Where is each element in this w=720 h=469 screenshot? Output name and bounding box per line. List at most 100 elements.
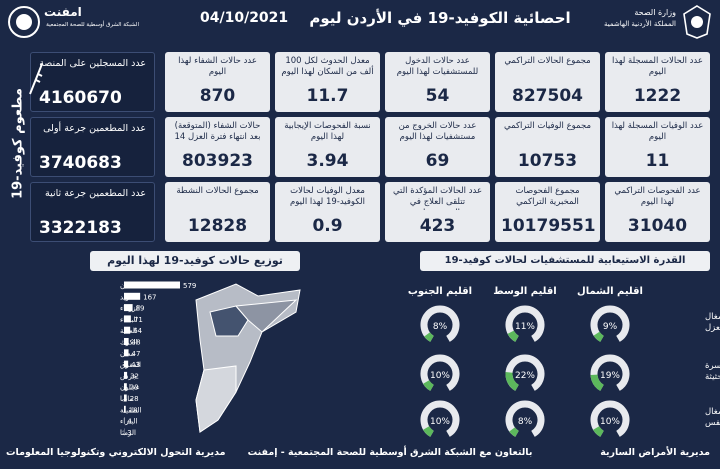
bar xyxy=(124,326,131,334)
stat-value: 10753 xyxy=(517,151,578,171)
gauge-fill xyxy=(505,371,520,391)
value-label: 89 xyxy=(136,305,145,313)
stat-value: 31040 xyxy=(627,216,688,236)
gauge-label: 8% xyxy=(433,322,448,332)
stat-card: مجموع الفحوصات المخبرية التراكمي 10179551 xyxy=(495,182,600,242)
stat-label: عدد الفحوصات التراكمي لهذا اليوم xyxy=(614,186,701,207)
stat-label: عدد الوفيات المسجلة لهذا اليوم xyxy=(611,121,704,142)
vaccine-value: 3740683 xyxy=(39,153,122,173)
gauge-fill xyxy=(593,331,604,342)
gauge-track xyxy=(420,354,460,391)
logo-subtitle: الشبكة الشرق أوسطية للصحة المجتمعية xyxy=(46,22,139,28)
bar xyxy=(124,383,127,391)
stat-value: 3.94 xyxy=(306,151,349,171)
stat-card: عدد الفحوصات التراكمي لهذا اليوم 31040 xyxy=(605,182,710,242)
category-label: عجلون xyxy=(120,384,140,392)
stat-card: عدد حالات الشفاء لهذا اليوم 870 xyxy=(165,52,270,112)
value-label: 28 xyxy=(130,395,139,403)
gauge-label: 11% xyxy=(515,322,535,332)
category-label: الطفيلة xyxy=(120,406,142,414)
stat-value: 54 xyxy=(425,86,450,106)
gauge-fill xyxy=(424,332,434,342)
category-label: المفرق xyxy=(120,361,141,369)
value-label: 3 xyxy=(127,429,131,437)
stat-card: مجموع الوفيات التراكمي 10753 xyxy=(495,117,600,177)
emblem xyxy=(683,5,711,39)
stat-value: 69 xyxy=(425,151,450,171)
bar xyxy=(124,405,126,413)
value-label: 48 xyxy=(132,339,141,347)
stat-card: عدد حالات الدخول للمستشفيات لهذا اليوم 54 xyxy=(385,52,490,112)
vaccine-card: عدد المطعمين جرعة ثانية 3322183 xyxy=(30,182,155,242)
gauge-track xyxy=(420,305,460,342)
stat-label: عدد الحالات المسجلة لهذا اليوم xyxy=(612,56,703,77)
stat-card: مجموع الحالات النشطة 12828 xyxy=(165,182,270,242)
stat-value: 870 xyxy=(199,86,236,106)
stat-value: 12828 xyxy=(187,216,248,236)
value-label: 29 xyxy=(130,384,139,392)
stat-label: عدد حالات الدخول للمستشفيات لهذا اليوم xyxy=(396,56,479,77)
value-label: 579 xyxy=(183,282,196,290)
stat-label: عدد حالات الشفاء لهذا اليوم xyxy=(178,56,257,77)
syringe-icon xyxy=(29,63,43,95)
gauge-fill xyxy=(509,427,519,437)
stat-card: عدد حالات الخروج من مستشفيات لهذا اليوم 6… xyxy=(385,117,490,177)
stat-card: عدد الوفيات المسجلة لهذا اليوم 11 xyxy=(605,117,710,177)
bar xyxy=(124,338,129,345)
category-label: جرش xyxy=(120,372,137,380)
category-label: الرمثا xyxy=(120,429,136,437)
footer-right: مديرية الأمراض السارية xyxy=(600,447,710,458)
region-header: اقليم الشمال xyxy=(577,286,643,297)
gauge-label: 19% xyxy=(600,371,620,381)
bar xyxy=(124,304,133,312)
stat-value: 11.7 xyxy=(306,86,349,106)
value-label: 47 xyxy=(132,350,141,358)
vaccine-label: عدد المطعمين جرعة ثانية xyxy=(45,188,146,199)
header: امفنت الشبكة الشرق أوسطية للصحة المجتمعي… xyxy=(0,0,720,44)
logo-icon xyxy=(8,6,40,38)
stat-value: 423 xyxy=(419,216,456,236)
gauge-fill xyxy=(423,380,434,391)
region-header: اقليم الجنوب xyxy=(408,286,472,297)
value-label: 71 xyxy=(134,316,143,324)
footer-center: بالتعاون مع الشبكة الشرق أوسطية للصحة ال… xyxy=(247,447,533,458)
date: 04/10/2021 xyxy=(200,10,289,26)
value-label: 64 xyxy=(133,327,142,335)
stat-card: حالات الشفاء (المتوقعة) بعد انتهاء فترة … xyxy=(165,117,270,177)
stat-value: 1222 xyxy=(633,86,682,106)
stat-label: معدل الحدوث لكل 100 ألف من السكان لهذا ا… xyxy=(281,56,374,77)
category-label: الكرك xyxy=(120,339,138,347)
bar xyxy=(124,292,141,300)
stat-label: مجموع الحالات التراكمي xyxy=(504,56,591,66)
gauge-track xyxy=(420,400,460,437)
gauge-label: 22% xyxy=(515,371,535,381)
bar xyxy=(124,371,128,379)
row-label: نسبة اشغالاسرة العزل xyxy=(705,312,720,333)
gauge-fill xyxy=(507,330,519,342)
gauge-track xyxy=(505,400,545,437)
vaccine-value: 4160670 xyxy=(39,88,122,108)
stat-card: معدل الوفيات لحالات الكوفيد-19 لهذا اليو… xyxy=(275,182,380,242)
gauge-label: 9% xyxy=(603,322,618,332)
stat-value: 803923 xyxy=(182,151,253,171)
capacity-title: القدرة الاستيعابية للمستشفيات لحالات كوف… xyxy=(420,251,710,271)
gauge-track xyxy=(505,305,545,342)
gauge-label: 10% xyxy=(600,417,620,427)
vaccine-label: عدد المسجلين على المنصة xyxy=(39,58,146,69)
vaccine-value: 3322183 xyxy=(39,218,122,238)
logo-name: امفنت xyxy=(44,5,82,19)
vaccine-card: عدد المطعمين جرعة أولى 3740683 xyxy=(30,117,155,177)
stat-value: 827504 xyxy=(512,86,583,106)
bar xyxy=(124,360,129,368)
stat-label: عدد حالات الخروج من مستشفيات لهذا اليوم xyxy=(398,121,477,142)
gauge-fill xyxy=(423,426,434,437)
value-label: 32 xyxy=(130,372,139,380)
distribution-title: توزيع حالات كوفيد-19 لهذا اليوم xyxy=(90,251,300,271)
value-label: 167 xyxy=(143,293,156,301)
region-header: اقليم الوسط xyxy=(493,286,556,297)
row-label: نسبة اشغالاجهزة التنفس xyxy=(705,407,720,428)
bar xyxy=(124,394,127,402)
stat-card: معدل الحدوث لكل 100 ألف من السكان لهذا ا… xyxy=(275,52,380,112)
